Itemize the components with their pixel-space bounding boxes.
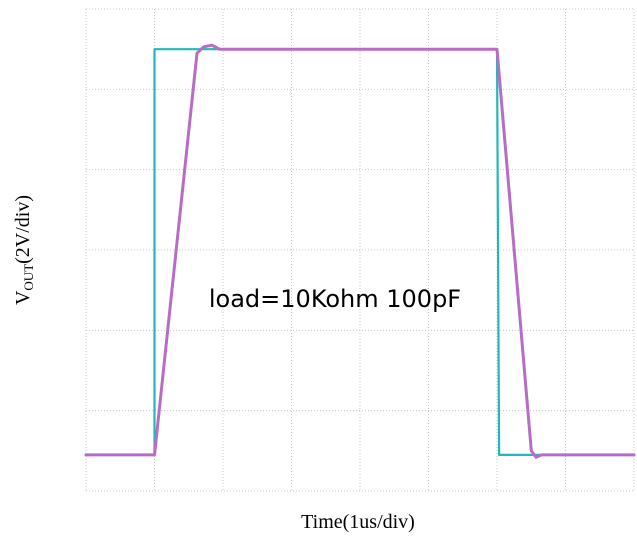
series-line-purple [84,43,636,459]
y-axis-label-subscript: OUT [21,264,36,291]
y-axis-label: VOUT(2V/div) [12,195,36,305]
grid [85,8,635,492]
series-group [84,43,636,459]
annotation-text: load=10Kohm 100pF [209,285,461,313]
y-axis-label-prefix: V [12,290,34,305]
x-axis-label: Time(1us/div) [301,511,415,533]
y-axis-label-suffix: (2V/div) [12,195,34,264]
